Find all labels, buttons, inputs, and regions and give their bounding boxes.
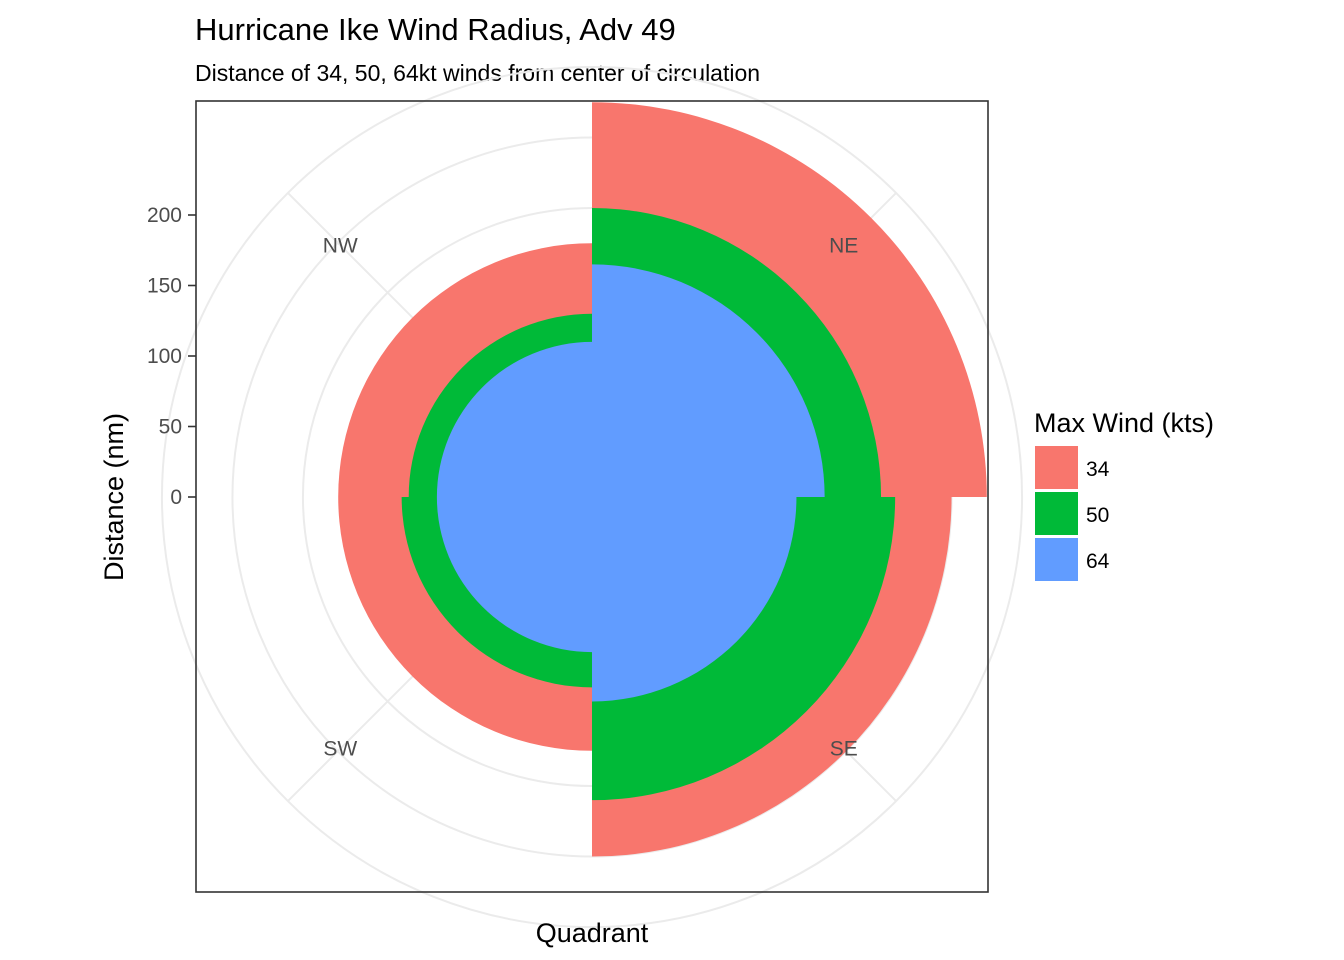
legend-key-64 <box>1035 538 1078 581</box>
legend-key-50 <box>1035 492 1078 535</box>
bar-se-64kt <box>592 497 797 702</box>
legend: Max Wind (kts) 34 50 64 <box>1034 408 1214 581</box>
x-axis-title: Quadrant <box>536 918 649 948</box>
y-tick-label: 100 <box>147 345 182 368</box>
quadrant-label-ne: NE <box>829 234 858 257</box>
bars-layer <box>338 102 987 857</box>
y-tick-label: 50 <box>159 416 182 439</box>
bar-ne-64kt <box>592 264 825 497</box>
y-tick-label: 200 <box>147 204 182 227</box>
chart-title: Hurricane Ike Wind Radius, Adv 49 <box>195 12 676 47</box>
grid-circle <box>160 65 1024 929</box>
y-axis-ticks: 0 50 100 150 200 <box>147 204 196 509</box>
y-tick-label: 150 <box>147 275 182 298</box>
quadrant-label-sw: SW <box>323 738 357 761</box>
y-axis-title: Distance (nm) <box>99 413 129 581</box>
quadrant-labels: NE SE SW NW <box>323 234 859 760</box>
legend-items: 34 50 64 <box>1035 446 1110 581</box>
quadrant-label-se: SE <box>830 738 858 761</box>
legend-label-34: 34 <box>1086 458 1110 481</box>
legend-key-34 <box>1035 446 1078 489</box>
y-tick-label: 0 <box>170 486 182 509</box>
legend-title: Max Wind (kts) <box>1034 408 1214 438</box>
bar-sw-64kt <box>436 497 592 653</box>
bar-nw-64kt <box>436 341 592 497</box>
legend-label-50: 50 <box>1086 504 1109 527</box>
quadrant-label-nw: NW <box>323 234 358 257</box>
legend-label-64: 64 <box>1086 550 1110 573</box>
